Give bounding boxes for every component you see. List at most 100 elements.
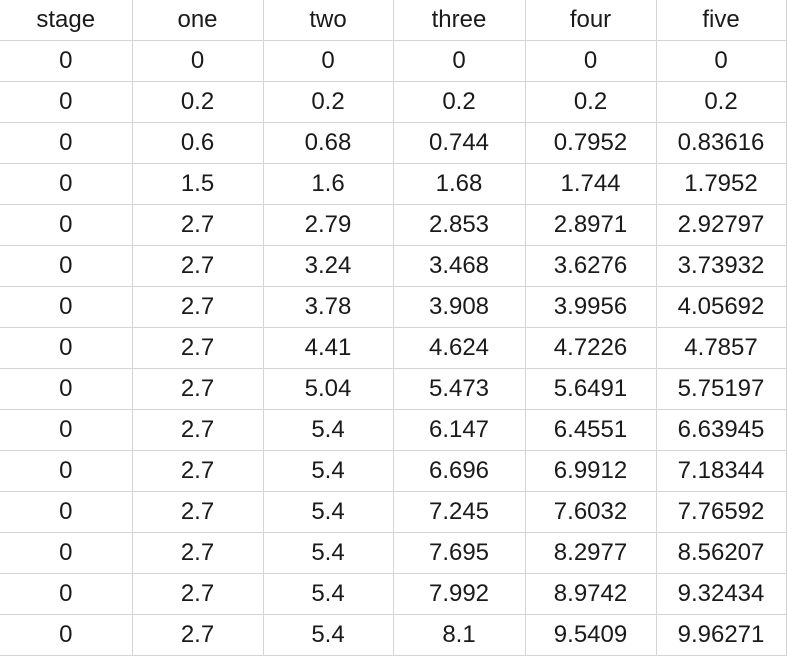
table-cell[interactable]: 2.7 xyxy=(132,368,264,410)
table-cell[interactable]: 0 xyxy=(263,40,394,82)
table-cell[interactable]: 8.9742 xyxy=(525,573,657,615)
table-cell[interactable]: 0 xyxy=(132,40,264,82)
table-cell[interactable]: 2.7 xyxy=(132,614,264,656)
table-cell[interactable]: 5.4 xyxy=(263,491,394,533)
table-cell[interactable]: 2.7 xyxy=(132,573,264,615)
table-cell[interactable]: 2.7 xyxy=(132,327,264,369)
table-cell[interactable]: 2.79 xyxy=(263,204,394,246)
table-cell[interactable]: 0 xyxy=(0,573,133,615)
table-cell[interactable]: 2.7 xyxy=(132,286,264,328)
header-cell[interactable]: four xyxy=(525,0,657,41)
table-cell[interactable]: 0.7952 xyxy=(525,122,657,164)
table-row: 0 2.7 3.24 3.468 3.6276 3.73932 xyxy=(0,245,787,287)
table-cell[interactable]: 7.695 xyxy=(393,532,526,574)
table-cell[interactable]: 0 xyxy=(0,163,133,205)
table-cell[interactable]: 0.744 xyxy=(393,122,526,164)
table-cell[interactable]: 0.68 xyxy=(263,122,394,164)
table-cell[interactable]: 8.1 xyxy=(393,614,526,656)
table-cell[interactable]: 3.9956 xyxy=(525,286,657,328)
table-cell[interactable]: 3.78 xyxy=(263,286,394,328)
table-cell[interactable]: 1.7952 xyxy=(656,163,787,205)
table-cell[interactable]: 0 xyxy=(0,204,133,246)
table-cell[interactable]: 0 xyxy=(0,368,133,410)
table-cell[interactable]: 9.32434 xyxy=(656,573,787,615)
header-cell[interactable]: two xyxy=(263,0,394,41)
table-cell[interactable]: 5.4 xyxy=(263,532,394,574)
table-cell[interactable]: 0 xyxy=(0,532,133,574)
table-cell[interactable]: 9.96271 xyxy=(656,614,787,656)
table-cell[interactable]: 0.6 xyxy=(132,122,264,164)
table-cell[interactable]: 0 xyxy=(0,122,133,164)
header-row: stage one two three four five xyxy=(0,0,787,41)
table-cell[interactable]: 0.2 xyxy=(525,81,657,123)
header-cell[interactable]: three xyxy=(393,0,526,41)
table-cell[interactable]: 0 xyxy=(525,40,657,82)
table-cell[interactable]: 5.75197 xyxy=(656,368,787,410)
table-cell[interactable]: 0.2 xyxy=(263,81,394,123)
table-cell[interactable]: 7.245 xyxy=(393,491,526,533)
table-cell[interactable]: 4.05692 xyxy=(656,286,787,328)
table-cell[interactable]: 0 xyxy=(0,614,133,656)
table-cell[interactable]: 9.5409 xyxy=(525,614,657,656)
table-cell[interactable]: 5.4 xyxy=(263,573,394,615)
table-cell[interactable]: 6.9912 xyxy=(525,450,657,492)
table-cell[interactable]: 0 xyxy=(0,286,133,328)
table-cell[interactable]: 2.7 xyxy=(132,409,264,451)
table-cell[interactable]: 0 xyxy=(0,327,133,369)
table-cell[interactable]: 6.696 xyxy=(393,450,526,492)
table-cell[interactable]: 2.92797 xyxy=(656,204,787,246)
table-cell[interactable]: 3.24 xyxy=(263,245,394,287)
table-cell[interactable]: 3.6276 xyxy=(525,245,657,287)
table-cell[interactable]: 0 xyxy=(0,409,133,451)
table-cell[interactable]: 4.624 xyxy=(393,327,526,369)
table-cell[interactable]: 1.744 xyxy=(525,163,657,205)
table-cell[interactable]: 1.5 xyxy=(132,163,264,205)
table-cell[interactable]: 7.18344 xyxy=(656,450,787,492)
table-cell[interactable]: 7.6032 xyxy=(525,491,657,533)
table-cell[interactable]: 4.41 xyxy=(263,327,394,369)
table-cell[interactable]: 2.7 xyxy=(132,450,264,492)
table-cell[interactable]: 2.7 xyxy=(132,245,264,287)
table-cell[interactable]: 0.83616 xyxy=(656,122,787,164)
table-cell[interactable]: 7.76592 xyxy=(656,491,787,533)
table-cell[interactable]: 2.7 xyxy=(132,532,264,574)
table-cell[interactable]: 0 xyxy=(393,40,526,82)
table-cell[interactable]: 1.6 xyxy=(263,163,394,205)
table-cell[interactable]: 4.7226 xyxy=(525,327,657,369)
table-cell[interactable]: 0.2 xyxy=(393,81,526,123)
table-cell[interactable]: 3.73932 xyxy=(656,245,787,287)
table-cell[interactable]: 5.4 xyxy=(263,614,394,656)
table-cell[interactable]: 0 xyxy=(0,40,133,82)
table-cell[interactable]: 2.7 xyxy=(132,204,264,246)
table-cell[interactable]: 2.8971 xyxy=(525,204,657,246)
table-cell[interactable]: 6.63945 xyxy=(656,409,787,451)
table-row: 0 0.2 0.2 0.2 0.2 0.2 xyxy=(0,81,787,123)
table-cell[interactable]: 3.468 xyxy=(393,245,526,287)
table-cell[interactable]: 7.992 xyxy=(393,573,526,615)
table-cell[interactable]: 8.56207 xyxy=(656,532,787,574)
table-cell[interactable]: 0.2 xyxy=(132,81,264,123)
table-cell[interactable]: 0.2 xyxy=(656,81,787,123)
table-cell[interactable]: 3.908 xyxy=(393,286,526,328)
table-cell[interactable]: 1.68 xyxy=(393,163,526,205)
table-cell[interactable]: 6.4551 xyxy=(525,409,657,451)
table-cell[interactable]: 5.6491 xyxy=(525,368,657,410)
table-cell[interactable]: 0 xyxy=(0,491,133,533)
table-cell[interactable]: 0 xyxy=(0,245,133,287)
header-cell[interactable]: stage xyxy=(0,0,133,41)
table-cell[interactable]: 6.147 xyxy=(393,409,526,451)
header-cell[interactable]: five xyxy=(656,0,787,41)
table-cell[interactable]: 5.04 xyxy=(263,368,394,410)
table-cell[interactable]: 5.473 xyxy=(393,368,526,410)
table-cell[interactable]: 0 xyxy=(0,81,133,123)
table-cell[interactable]: 0 xyxy=(656,40,787,82)
table-cell[interactable]: 8.2977 xyxy=(525,532,657,574)
table-cell[interactable]: 5.4 xyxy=(263,409,394,451)
table-cell[interactable]: 2.7 xyxy=(132,491,264,533)
header-cell[interactable]: one xyxy=(132,0,264,41)
table-cell[interactable]: 4.7857 xyxy=(656,327,787,369)
table-cell[interactable]: 0 xyxy=(0,450,133,492)
table-cell[interactable]: 2.853 xyxy=(393,204,526,246)
table-cell[interactable]: 5.4 xyxy=(263,450,394,492)
